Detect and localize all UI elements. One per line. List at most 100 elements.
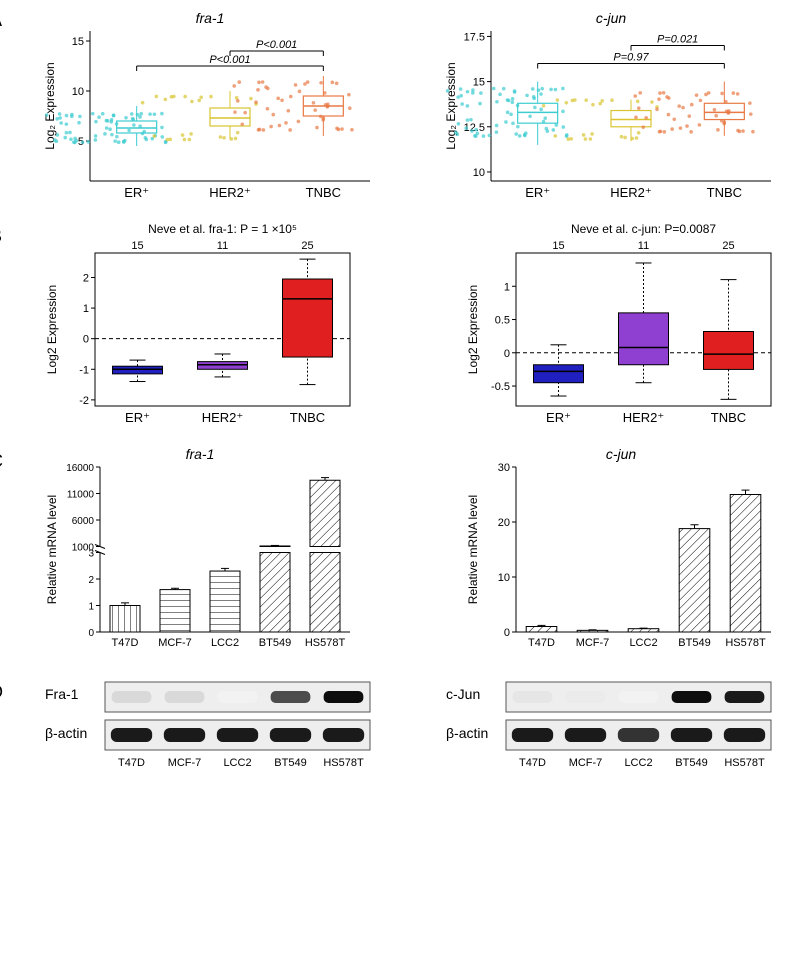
svg-text:HER2⁺: HER2⁺: [209, 185, 251, 200]
svg-text:11000: 11000: [67, 490, 95, 501]
svg-text:BT549: BT549: [259, 637, 291, 649]
svg-text:HS578T: HS578T: [725, 637, 766, 649]
svg-text:Log2 Expression: Log2 Expression: [45, 285, 59, 374]
svg-text:P=0.97: P=0.97: [613, 52, 649, 64]
svg-text:11: 11: [217, 240, 228, 252]
svg-text:Log2 Expression: Log2 Expression: [466, 285, 480, 374]
svg-text:Neve et al. fra-1: P = 1 ×10⁵: Neve et al. fra-1: P = 1 ×10⁵: [148, 222, 297, 236]
svg-text:HS578T: HS578T: [323, 757, 364, 769]
panel-d-left: Fra-1β-actinT47DMCF-7LCC2BT549HS578T: [40, 677, 380, 792]
svg-text:11: 11: [638, 240, 649, 252]
svg-text:TNBC: TNBC: [707, 185, 742, 200]
svg-text:15: 15: [131, 240, 143, 252]
svg-text:15: 15: [72, 36, 84, 48]
panel-d-row: D Fra-1β-actinT47DMCF-7LCC2BT549HS578T c…: [10, 677, 781, 792]
panel-d-right-svg: c-Jun β-actin T47D MCF-7 LCC2 BT549 HS578T: [441, 677, 781, 787]
svg-text:-1: -1: [79, 364, 89, 376]
svg-text:BT549: BT549: [675, 757, 707, 769]
panel-a-fra1-svg: 51015Log₂ ExpressionER⁺HER2⁺TNBCP<0.001P…: [40, 26, 380, 206]
svg-text:LCC2: LCC2: [629, 637, 657, 649]
svg-text:ER⁺: ER⁺: [124, 185, 149, 200]
svg-text:1: 1: [88, 602, 94, 613]
panel-c-row: C fra-1 0123100060001100016000Relative m…: [10, 446, 781, 667]
panel-a-fra1-title: fra-1: [40, 10, 380, 26]
svg-text:25: 25: [301, 240, 313, 252]
svg-text:Log₂ Expression: Log₂ Expression: [43, 62, 57, 149]
svg-text:HS578T: HS578T: [724, 757, 765, 769]
svg-text:0: 0: [504, 627, 510, 639]
svg-text:15: 15: [473, 77, 485, 89]
svg-text:P=0.021: P=0.021: [657, 33, 698, 45]
svg-text:T47D: T47D: [112, 637, 139, 649]
svg-text:ER⁺: ER⁺: [525, 185, 550, 200]
svg-text:Fra-1: Fra-1: [45, 686, 79, 702]
panel-a-row: A fra-1 51015Log₂ ExpressionER⁺HER2⁺TNBC…: [10, 10, 781, 211]
svg-text:16000: 16000: [66, 463, 94, 474]
panel-a-cjun-title: c-jun: [441, 10, 781, 26]
svg-text:17.5: 17.5: [464, 31, 485, 43]
svg-text:BT549: BT549: [678, 637, 710, 649]
svg-text:Neve et al. c-jun: P=0.0087: Neve et al. c-jun: P=0.0087: [571, 222, 716, 236]
svg-text:Log₂ Expression: Log₂ Expression: [444, 62, 458, 149]
panel-b-fra1-chart: Neve et al. fra-1: P = 1 ×10⁵-2-1012Log2…: [40, 221, 360, 436]
svg-text:MCF-7: MCF-7: [158, 637, 192, 649]
svg-text:P<0.001: P<0.001: [256, 39, 297, 51]
panel-c-cjun-svg: 0 10 20 30 Relative mRNA level T47D MCF-7 LCC2 B…: [461, 462, 781, 662]
svg-text:6000: 6000: [72, 516, 95, 527]
svg-text:HER2⁺: HER2⁺: [202, 410, 244, 425]
panel-c-cjun-chart: c-jun 0 10 20 30 Relative mRNA level T47D MCF-…: [461, 446, 781, 667]
svg-text:BT549: BT549: [274, 757, 306, 769]
svg-text:Relative mRNA level: Relative mRNA level: [466, 495, 480, 604]
svg-text:1000: 1000: [72, 543, 95, 554]
svg-text:T47D: T47D: [528, 637, 555, 649]
svg-text:T47D: T47D: [118, 757, 145, 769]
svg-text:HER2⁺: HER2⁺: [610, 185, 652, 200]
svg-text:Relative mRNA level: Relative mRNA level: [45, 495, 59, 604]
svg-text:-0.5: -0.5: [491, 381, 510, 393]
panel-a-cjun-svg: 1012.51517.5Log₂ ExpressionER⁺HER2⁺TNBCP…: [441, 26, 781, 206]
svg-text:2: 2: [83, 272, 89, 284]
panel-d-left-svg: Fra-1β-actinT47DMCF-7LCC2BT549HS578T: [40, 677, 380, 787]
panel-c-fra1-title: fra-1: [40, 446, 360, 462]
svg-text:1: 1: [83, 303, 89, 315]
svg-text:10: 10: [72, 86, 84, 98]
svg-text:TNBC: TNBC: [306, 185, 341, 200]
panel-d-right: c-Jun β-actin T47D MCF-7 LCC2 BT549 HS578T: [441, 677, 781, 792]
svg-text:20: 20: [498, 517, 510, 529]
panel-c-fra1-svg: 0123100060001100016000Relative mRNA leve…: [40, 462, 360, 662]
svg-text:β-actin: β-actin: [446, 725, 488, 741]
svg-text:25: 25: [722, 240, 734, 252]
svg-text:TNBC: TNBC: [290, 410, 325, 425]
svg-text:15: 15: [552, 240, 564, 252]
svg-text:T47D: T47D: [519, 757, 546, 769]
svg-text:TNBC: TNBC: [711, 410, 746, 425]
panel-c-fra1-chart: fra-1 0123100060001100016000Relative mRN…: [40, 446, 360, 667]
svg-text:0: 0: [88, 628, 94, 639]
svg-text:HER2⁺: HER2⁺: [623, 410, 665, 425]
svg-text:ER⁺: ER⁺: [546, 410, 571, 425]
svg-text:c-Jun: c-Jun: [446, 686, 480, 702]
svg-text:10: 10: [498, 572, 510, 584]
svg-text:30: 30: [498, 462, 510, 474]
svg-text:MCF-7: MCF-7: [168, 757, 202, 769]
svg-text:MCF-7: MCF-7: [569, 757, 603, 769]
svg-text:LCC2: LCC2: [624, 757, 652, 769]
svg-text:MCF-7: MCF-7: [576, 637, 610, 649]
panel-b-label: B: [0, 226, 2, 247]
svg-text:0.5: 0.5: [495, 315, 510, 327]
svg-text:LCC2: LCC2: [223, 757, 251, 769]
panel-b-cjun-chart: Neve et al. c-jun: P=0.0087 -0.5 0 0.5 1 Log2…: [461, 221, 781, 436]
panel-b-fra1-svg: Neve et al. fra-1: P = 1 ×10⁵-2-1012Log2…: [40, 221, 360, 431]
svg-text:0: 0: [504, 348, 510, 360]
svg-text:0: 0: [83, 334, 89, 346]
panel-a-cjun-chart: c-jun 1012.51517.5Log₂ ExpressionER⁺HER2…: [441, 10, 781, 211]
svg-text:2: 2: [88, 575, 94, 586]
panel-a-label: A: [0, 10, 2, 31]
panel-c-label: C: [0, 451, 3, 472]
svg-text:1: 1: [504, 281, 510, 293]
svg-text:LCC2: LCC2: [211, 637, 239, 649]
svg-text:HS578T: HS578T: [305, 637, 346, 649]
panel-b-cjun-svg: Neve et al. c-jun: P=0.0087 -0.5 0 0.5 1 Log2…: [461, 221, 781, 431]
panel-a-fra1-chart: fra-1 51015Log₂ ExpressionER⁺HER2⁺TNBCP<…: [40, 10, 380, 211]
panel-c-cjun-title: c-jun: [461, 446, 781, 462]
